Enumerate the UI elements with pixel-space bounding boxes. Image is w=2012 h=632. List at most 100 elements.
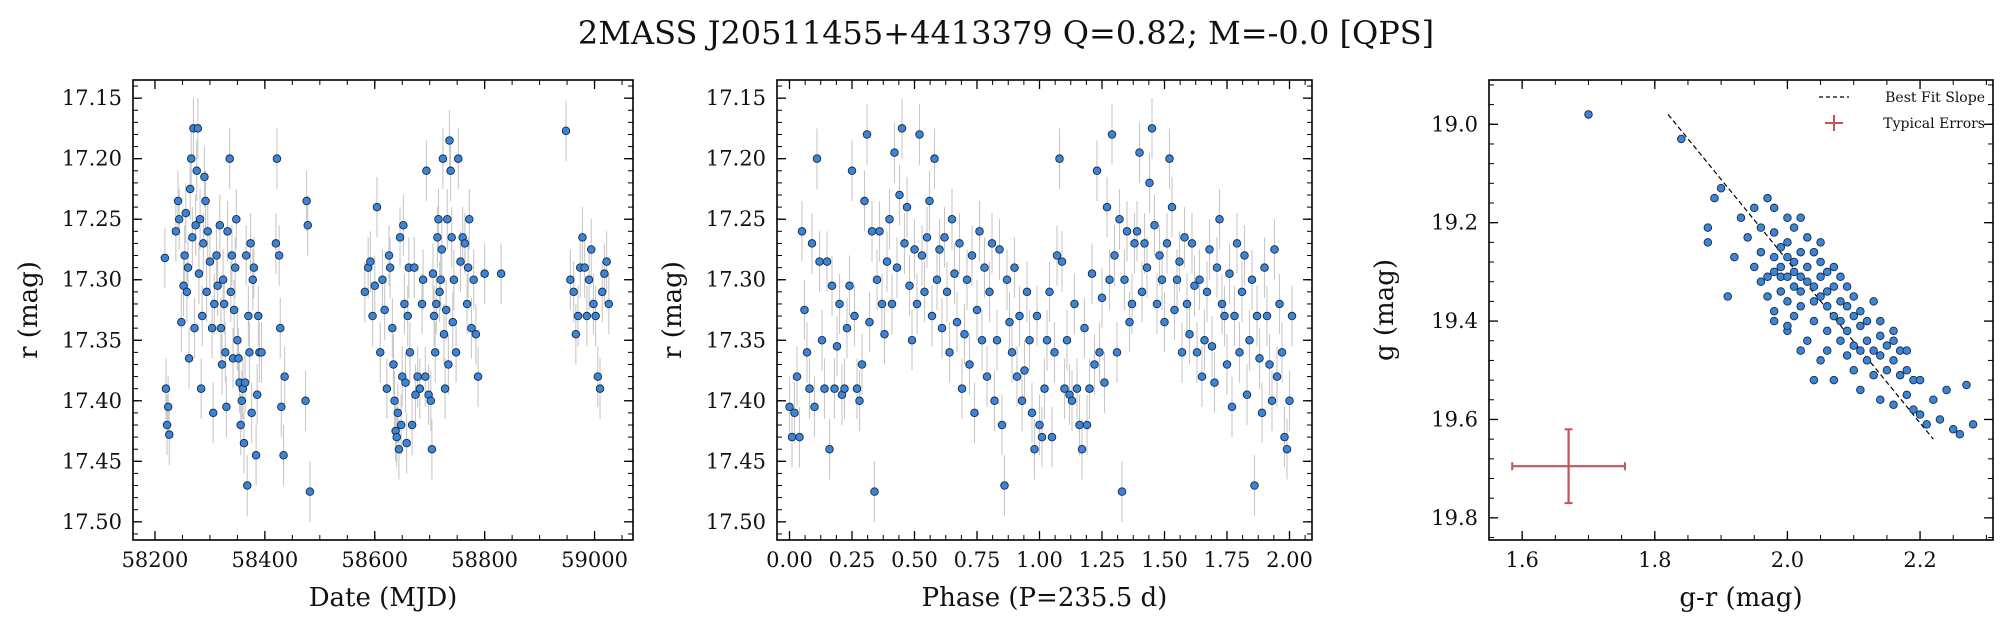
data-point [1796, 247, 1805, 257]
data-point [602, 257, 611, 266]
plot-frame [132, 79, 634, 541]
data-point [1237, 287, 1247, 297]
data-point [1909, 405, 1918, 414]
data-point [1005, 317, 1014, 327]
data-point [1816, 272, 1825, 282]
data-point [1862, 336, 1872, 345]
data-point [1703, 238, 1713, 247]
data-point [1092, 166, 1102, 176]
data-point [1783, 213, 1792, 223]
data-point [188, 233, 197, 242]
data-point [1265, 360, 1274, 369]
y-axis-label: r (mag) [14, 261, 44, 359]
data-point [1882, 341, 1892, 350]
data-point [1829, 311, 1839, 321]
data-point [1929, 395, 1938, 405]
data-point [1267, 396, 1277, 406]
data-point [1776, 262, 1786, 272]
data-point [428, 269, 438, 278]
data-point [604, 299, 614, 309]
y-tick-label: 17.20 [706, 147, 766, 171]
data-point [225, 154, 234, 163]
data-point [370, 281, 380, 291]
data-point [922, 233, 932, 242]
data-point [1776, 287, 1786, 296]
data-point [1040, 384, 1049, 393]
data-point [1217, 299, 1227, 309]
data-point [1055, 154, 1064, 163]
data-point [372, 202, 382, 212]
data-point [1225, 269, 1234, 278]
data-point [1836, 297, 1845, 306]
data-point [1756, 277, 1766, 286]
data-point [1247, 275, 1257, 284]
y-tick-label: 19.4 [1431, 309, 1478, 333]
data-point [1769, 316, 1779, 326]
data-point [1042, 336, 1052, 345]
data-point [1057, 257, 1067, 266]
data-point [384, 251, 394, 260]
plot-frame [776, 79, 1313, 541]
data-point [245, 348, 254, 357]
data-point [272, 154, 282, 163]
data-point [852, 384, 862, 393]
data-point [433, 233, 442, 242]
data-point [982, 372, 992, 381]
data-point [1796, 287, 1805, 296]
data-point [380, 305, 389, 315]
data-point [1047, 432, 1057, 442]
x-tick-label: 0.50 [891, 548, 938, 572]
legend: Best Fit Slope Typical Errors [1819, 90, 1985, 132]
data-point [174, 214, 184, 224]
data-point [413, 372, 422, 381]
data-point [368, 311, 377, 321]
data-point [947, 214, 957, 224]
x-tick-label: 0.25 [829, 548, 876, 572]
data-point [580, 263, 589, 272]
data-point [845, 281, 854, 291]
data-point [1703, 223, 1713, 232]
data-point [1856, 321, 1865, 331]
data-point [800, 305, 809, 315]
data-point [1032, 311, 1042, 321]
data-point [1185, 329, 1194, 339]
data-point [1730, 252, 1739, 262]
data-point [1262, 311, 1272, 321]
data-point [181, 208, 190, 218]
data-point [840, 384, 849, 393]
data-point [366, 257, 375, 266]
data-point [1763, 193, 1772, 203]
data-point [807, 239, 817, 248]
data-point [173, 196, 183, 206]
data-point [1242, 390, 1252, 399]
data-point [812, 154, 822, 163]
data-point [802, 348, 812, 357]
data-point [1809, 247, 1819, 257]
data-point [1090, 360, 1099, 369]
x-tick-label: 1.8 [1638, 548, 1671, 572]
figure-title: 2MASS J20511455+4413379 Q=0.82; M=-0.0 [… [578, 14, 1434, 52]
data-point [1200, 336, 1209, 345]
data-point [385, 263, 395, 272]
data-point [393, 408, 403, 418]
data-point [388, 323, 397, 333]
data-point [955, 239, 964, 248]
data-point [910, 245, 919, 254]
data-point [927, 311, 937, 321]
data-point [1942, 385, 1951, 395]
data-point [907, 336, 917, 345]
data-point [1816, 257, 1825, 267]
data-point [241, 251, 251, 260]
data-point [1822, 346, 1832, 355]
data-point [184, 354, 194, 363]
data-point [1948, 425, 1958, 434]
data-point [997, 420, 1007, 430]
data-point [830, 384, 839, 393]
data-point [937, 323, 947, 333]
data-point [1769, 203, 1779, 213]
data-point [847, 166, 857, 176]
data-point [920, 287, 929, 297]
data-point [190, 323, 199, 333]
data-point [915, 130, 924, 139]
y-tick-label: 17.40 [62, 389, 122, 413]
